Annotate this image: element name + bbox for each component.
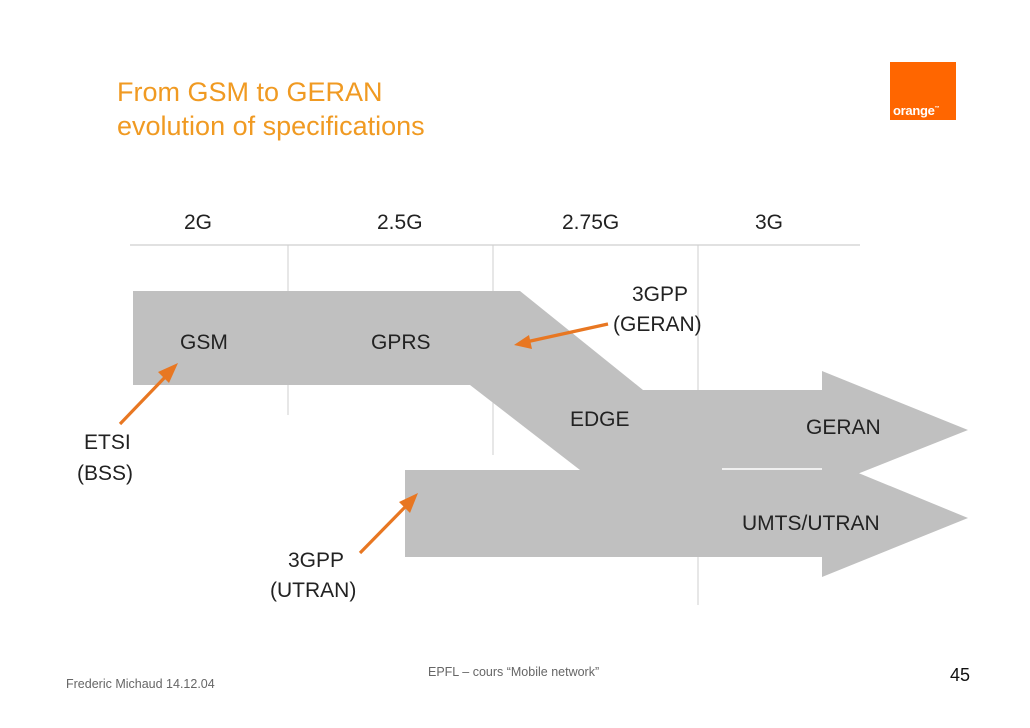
3gpp-geran-label-line-1: 3GPP [632,283,688,306]
3gpp-utran-pointer-arrowhead [399,493,418,513]
generation-label-2-5g: 2.5G [377,211,423,234]
geran-label: GERAN [806,416,881,439]
geran-evolution-arrow [133,291,968,488]
etsi-label-line-2: (BSS) [77,462,133,485]
3gpp-geran-pointer-arrow-line [525,322,609,344]
3gpp-geran-pointer-arrowhead [514,335,532,349]
page-number: 45 [950,665,971,685]
gsm-label: GSM [180,331,228,354]
etsi-label-line-1: ETSI [84,431,131,454]
footer-author-date: Frederic Michaud 14.12.04 [66,677,215,691]
3gpp-utran-label-line-1: 3GPP [288,549,344,572]
umts-utran-label: UMTS/UTRAN [742,512,880,535]
3gpp-utran-label-line-2: (UTRAN) [270,579,356,602]
orange-logo-text: orange™ [893,103,940,118]
3gpp-geran-label-line-2: (GERAN) [613,313,702,336]
generation-label-3g: 3G [755,211,783,234]
generation-label-2-75g: 2.75G [562,211,619,234]
etsi-pointer-arrow-line [118,370,172,426]
orange-logo: orange™ [890,62,956,120]
umts-utran-arrow [405,458,968,577]
etsi-pointer-arrowhead [158,363,178,383]
3gpp-utran-pointer-arrow-line [358,500,412,555]
generation-label-2g: 2G [184,211,212,234]
footer-course: EPFL – cours “Mobile network” [428,665,600,679]
edge-label: EDGE [570,408,630,431]
gprs-label: GPRS [371,331,431,354]
slide-title-line-2: evolution of specifications [117,111,425,141]
slide-title-line-1: From GSM to GERAN [117,77,383,107]
